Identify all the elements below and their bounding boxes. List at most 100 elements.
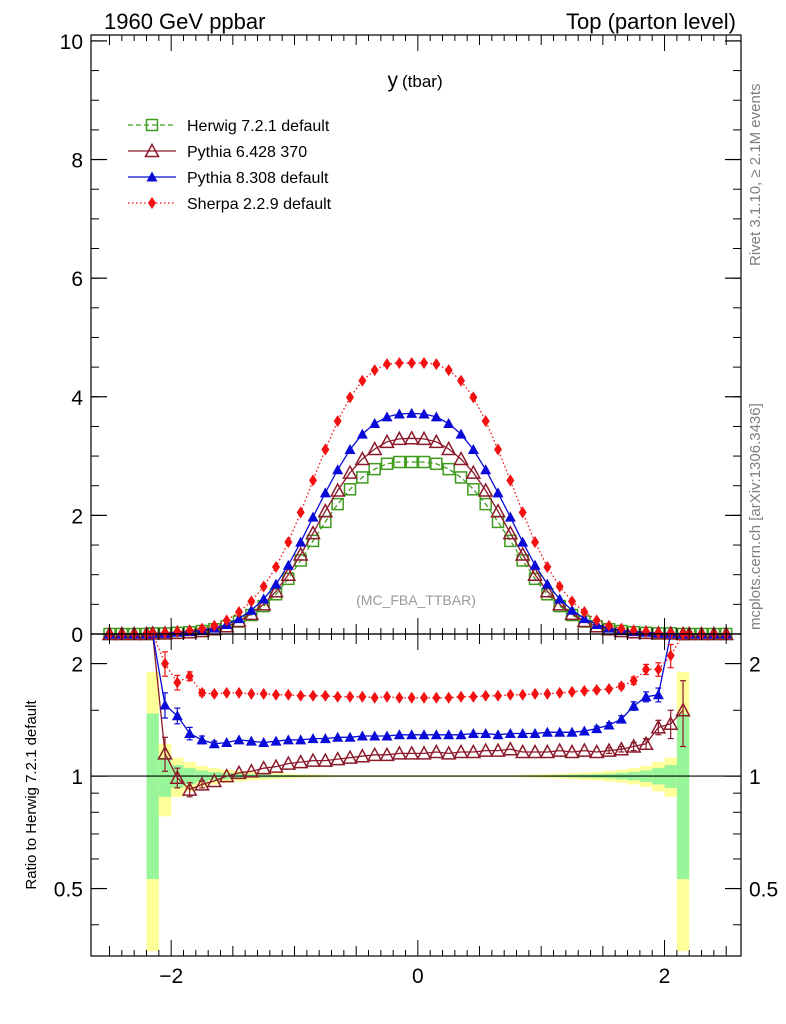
ratio-point — [346, 690, 355, 703]
main-point — [551, 596, 568, 611]
main-ytick-label: 6 — [71, 268, 83, 291]
ratio-point — [342, 749, 358, 764]
main-point — [416, 430, 432, 446]
main-point — [502, 525, 519, 540]
ratio-point — [268, 758, 284, 773]
main-ytick-label: 4 — [71, 387, 83, 410]
main-point — [346, 391, 355, 404]
main-point — [504, 534, 517, 548]
ratio-ytick-label: 2 — [71, 654, 83, 677]
ratio-point — [416, 745, 432, 760]
ratio-point — [356, 730, 368, 741]
ratio-point — [218, 768, 235, 783]
ratio-point — [258, 736, 270, 747]
ratio-point — [393, 729, 405, 740]
main-point — [331, 497, 344, 511]
ratio-point — [282, 734, 294, 745]
main-point — [247, 595, 256, 608]
ratio-point — [210, 687, 219, 700]
ratio-point — [564, 743, 580, 759]
ratio-point — [518, 688, 527, 701]
main-point — [255, 596, 272, 611]
ratio-line-0 — [152, 633, 684, 791]
main-point — [391, 430, 408, 446]
ratio-point — [453, 743, 469, 759]
ratio-series-1 — [152, 633, 683, 749]
main-point — [381, 411, 393, 422]
main-point — [319, 487, 331, 498]
ratio-point — [517, 727, 529, 738]
ratio-point — [543, 687, 552, 700]
main-point — [198, 622, 207, 635]
ratio-point — [317, 752, 334, 767]
ratio-point — [654, 663, 663, 676]
main-point — [173, 625, 182, 638]
ratio-point — [383, 690, 392, 703]
ratio-frame — [90, 633, 742, 957]
ratio-point — [662, 715, 679, 731]
main-point — [417, 455, 431, 469]
main-point — [354, 450, 371, 466]
ratio-point — [443, 729, 455, 740]
rivet-label: Rivet 3.1.10, ≥ 2.1M events — [747, 84, 764, 267]
main-point — [617, 622, 626, 635]
main-point — [317, 503, 334, 518]
main-point — [272, 560, 281, 573]
ratio-point — [440, 745, 457, 760]
ratio-point — [407, 691, 416, 704]
main-point — [356, 428, 368, 439]
ratio-point — [161, 657, 170, 670]
main-point — [406, 407, 418, 418]
legend-label: Herwig 7.2.1 default — [187, 118, 330, 135]
main-point — [342, 464, 358, 479]
main-point — [566, 604, 578, 615]
ratio-point — [157, 745, 173, 760]
main-point — [393, 455, 406, 469]
ratio-point — [184, 727, 196, 738]
main-point — [541, 578, 553, 589]
legend-marker — [144, 142, 160, 158]
ratio-point — [173, 676, 182, 689]
ratio-point — [233, 734, 245, 745]
ratio-ytick-label-right: 1 — [749, 766, 761, 789]
ratio-point — [332, 731, 344, 742]
ratio-point — [480, 727, 492, 738]
header-right: Top (parton level) — [566, 9, 736, 34]
ratio-point — [675, 702, 691, 717]
ratio-point — [539, 743, 556, 759]
main-point — [420, 356, 429, 369]
ratio-point — [652, 689, 664, 700]
ratio-point — [603, 719, 615, 730]
main-point — [282, 559, 294, 570]
ratio-point — [280, 755, 297, 770]
ratio-point — [181, 781, 198, 796]
main-point — [296, 506, 305, 519]
main-point — [477, 482, 494, 497]
ratio-point — [531, 687, 540, 700]
main-point — [467, 444, 479, 455]
ratio-point — [576, 742, 593, 757]
xtick-label: 2 — [659, 965, 671, 988]
ratio-point — [613, 741, 630, 756]
main-panel: 0 2 4 6 8 10 — [60, 31, 742, 647]
main-point — [332, 464, 344, 475]
main-point — [358, 374, 367, 387]
ratio-point — [628, 700, 640, 711]
ratio-series-2 — [152, 633, 684, 704]
ratio-point — [196, 734, 208, 745]
main-point — [578, 613, 590, 624]
main-point — [443, 417, 455, 428]
chart-title: y — [388, 69, 399, 92]
xtick-label: −2 — [159, 965, 183, 988]
ratio-point — [395, 691, 404, 704]
ratio-point — [231, 764, 247, 780]
main-point — [481, 415, 490, 428]
ratio-point — [159, 699, 171, 710]
main-point — [333, 415, 342, 428]
main-point — [455, 428, 467, 439]
main-point — [543, 560, 552, 573]
ratio-point — [333, 690, 342, 703]
ratio-point — [650, 719, 667, 734]
ratio-point — [481, 689, 490, 702]
